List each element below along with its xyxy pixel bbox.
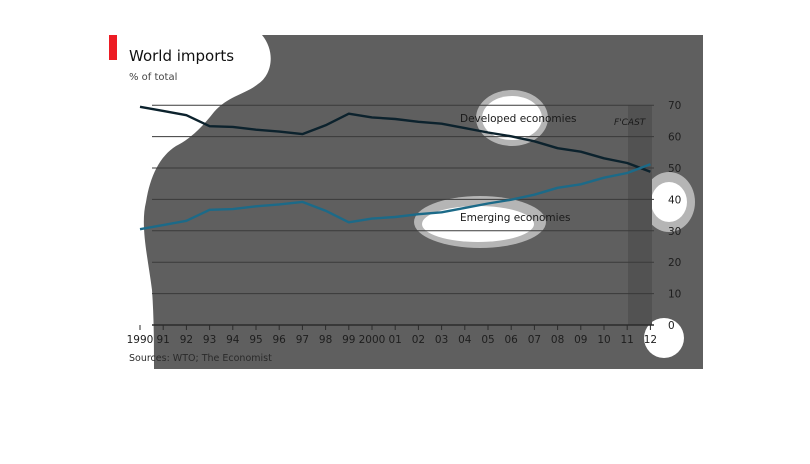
x-tick-label: 05 (481, 334, 494, 346)
y-tick-label: 20 (668, 257, 681, 269)
x-tick-label: 99 (342, 334, 355, 346)
erased-region-right (651, 182, 687, 222)
x-tick-label: 98 (319, 334, 332, 346)
forecast-label: F'CAST (614, 118, 647, 128)
gridlines (152, 104, 654, 326)
erased-region-developed (482, 96, 542, 140)
x-axis-ticks: 1990 91 92 93 94 95 96 97 98 99 2000 01 02 03 04 05 06 07… (127, 325, 657, 346)
y-tick-label: 40 (668, 194, 681, 206)
series-line-developed (139, 105, 651, 173)
x-tick-label: 12 (644, 334, 657, 346)
y-tick-label: 50 (668, 163, 681, 175)
series-lines (139, 105, 651, 231)
y-axis-ticks: 0 10 20 30 40 50 60 70 (668, 100, 681, 332)
y-tick-label: 10 (668, 289, 681, 301)
x-tick-label: 03 (435, 334, 448, 346)
x-tick-label: 11 (621, 334, 634, 346)
x-tick-label: 97 (296, 334, 309, 346)
erased-region-emerging (422, 206, 534, 242)
x-tick-label: 01 (389, 334, 402, 346)
forecast-band (628, 105, 652, 325)
accent-bar (109, 35, 117, 60)
erased-region-top-left (109, 35, 271, 369)
x-tick-label: 95 (249, 334, 262, 346)
x-tick-label: 02 (412, 334, 425, 346)
y-tick-label: 60 (668, 132, 681, 144)
chart-subtitle: % of total (129, 72, 177, 83)
x-tick-label: 07 (528, 334, 541, 346)
chart-source: Sources: WTO; The Economist (129, 353, 272, 364)
chart-title: World imports (129, 47, 234, 65)
x-tick-label: 04 (458, 334, 472, 346)
series-label-developed: Developed economies (460, 113, 577, 125)
x-tick-label: 08 (551, 334, 564, 346)
x-tick-label: 1990 (127, 334, 154, 346)
x-tick-label: 96 (273, 334, 287, 346)
series-label-emerging: Emerging economies (460, 212, 571, 224)
y-tick-label: 30 (668, 226, 681, 238)
x-tick-label: 94 (226, 334, 240, 346)
erased-region-bottom-right (644, 318, 684, 358)
x-tick-label: 91 (157, 334, 170, 346)
x-tick-label: 92 (180, 334, 193, 346)
x-tick-label: 93 (203, 334, 216, 346)
series-line-emerging (139, 163, 651, 231)
x-tick-label: 06 (505, 334, 519, 346)
x-tick-label: 2000 (359, 334, 386, 346)
y-tick-label: 70 (668, 100, 681, 112)
x-tick-label: 10 (597, 334, 610, 346)
y-tick-label: 0 (668, 320, 675, 332)
erased-region-left (109, 176, 118, 258)
x-tick-label: 09 (574, 334, 587, 346)
